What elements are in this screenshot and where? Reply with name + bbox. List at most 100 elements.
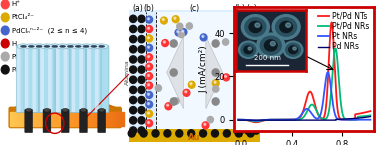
Circle shape: [244, 25, 251, 33]
Pt NRs: [249, 120, 254, 121]
Circle shape: [146, 44, 153, 51]
Circle shape: [161, 17, 167, 24]
Circle shape: [1, 13, 9, 22]
Circle shape: [253, 36, 260, 43]
Circle shape: [253, 107, 260, 114]
Circle shape: [147, 122, 149, 124]
Ellipse shape: [40, 44, 53, 49]
Text: Pd: Pd: [12, 67, 20, 73]
FancyBboxPatch shape: [33, 46, 36, 112]
FancyBboxPatch shape: [25, 109, 33, 133]
Circle shape: [202, 35, 204, 37]
Pt/Pd NTs: [236, 119, 240, 120]
Pd NRs: [290, 119, 294, 121]
Bar: [112, 112, 116, 126]
Circle shape: [146, 91, 153, 98]
Pt/Pd NTs: [254, 121, 258, 123]
Bar: [18, 112, 22, 126]
Circle shape: [147, 112, 149, 114]
Line: Pt NRs: Pt NRs: [238, 72, 370, 121]
Circle shape: [253, 96, 260, 104]
Circle shape: [200, 34, 207, 41]
Circle shape: [138, 127, 145, 134]
Circle shape: [237, 44, 243, 51]
Circle shape: [170, 98, 177, 105]
Circle shape: [239, 84, 240, 86]
Bar: [93, 112, 98, 126]
Bar: [52, 112, 56, 126]
Circle shape: [244, 15, 251, 22]
Circle shape: [162, 19, 164, 21]
Circle shape: [138, 117, 145, 124]
Circle shape: [152, 130, 159, 137]
Ellipse shape: [64, 44, 77, 49]
FancyBboxPatch shape: [40, 46, 44, 112]
Text: (b): (b): [235, 4, 246, 13]
Text: Pt: Pt: [12, 54, 19, 60]
Ellipse shape: [17, 44, 30, 49]
Text: H: H: [12, 40, 17, 47]
Pt NRs: [294, 118, 299, 120]
Circle shape: [237, 63, 243, 70]
Circle shape: [239, 122, 240, 124]
Bar: [97, 112, 101, 126]
Text: (a): (a): [246, 4, 257, 13]
Ellipse shape: [83, 45, 89, 48]
Pt/Pd NRs: [290, 119, 294, 120]
Pt/Pd NTs: [327, 54, 332, 56]
Pt/Pd NRs: [236, 119, 240, 120]
FancyBboxPatch shape: [43, 109, 51, 133]
Circle shape: [253, 127, 260, 134]
Pt/Pd NRs: [339, 108, 344, 109]
Circle shape: [237, 110, 243, 117]
Circle shape: [147, 46, 149, 48]
Circle shape: [247, 130, 254, 137]
Ellipse shape: [62, 108, 68, 112]
Bar: [86, 112, 90, 126]
Circle shape: [138, 107, 145, 114]
Ellipse shape: [56, 44, 69, 49]
Pd NRs: [327, 119, 331, 121]
Circle shape: [239, 65, 240, 67]
Circle shape: [146, 35, 153, 42]
FancyBboxPatch shape: [25, 46, 28, 112]
Ellipse shape: [10, 100, 121, 126]
Ellipse shape: [67, 45, 74, 48]
Circle shape: [244, 127, 251, 134]
Circle shape: [212, 98, 219, 105]
Circle shape: [253, 66, 260, 73]
Pt/Pd NRs: [249, 120, 254, 122]
Pt NRs: [325, 71, 330, 73]
Circle shape: [244, 76, 251, 83]
Circle shape: [147, 93, 149, 95]
Pt/Pd NRs: [327, 109, 332, 111]
Pt/Pd NTs: [368, 110, 373, 112]
Circle shape: [130, 96, 136, 104]
Circle shape: [202, 122, 209, 129]
Pt/Pd NRs: [254, 120, 258, 122]
FancyBboxPatch shape: [24, 46, 39, 112]
Circle shape: [237, 54, 243, 61]
Bar: [129, 129, 260, 142]
Bar: [78, 112, 82, 126]
Circle shape: [239, 93, 240, 95]
Circle shape: [146, 82, 153, 89]
Circle shape: [128, 130, 135, 137]
Circle shape: [237, 16, 243, 23]
Circle shape: [244, 66, 251, 73]
Circle shape: [147, 103, 149, 105]
Circle shape: [188, 81, 195, 88]
FancyBboxPatch shape: [71, 46, 85, 112]
Circle shape: [239, 46, 240, 48]
Circle shape: [213, 86, 219, 92]
Bar: [105, 112, 109, 126]
Circle shape: [253, 46, 260, 53]
Circle shape: [212, 69, 219, 76]
Ellipse shape: [91, 45, 97, 48]
Circle shape: [253, 56, 260, 63]
FancyBboxPatch shape: [95, 46, 99, 112]
Circle shape: [204, 123, 206, 125]
FancyBboxPatch shape: [79, 46, 83, 112]
Circle shape: [138, 66, 145, 73]
Circle shape: [138, 15, 145, 22]
